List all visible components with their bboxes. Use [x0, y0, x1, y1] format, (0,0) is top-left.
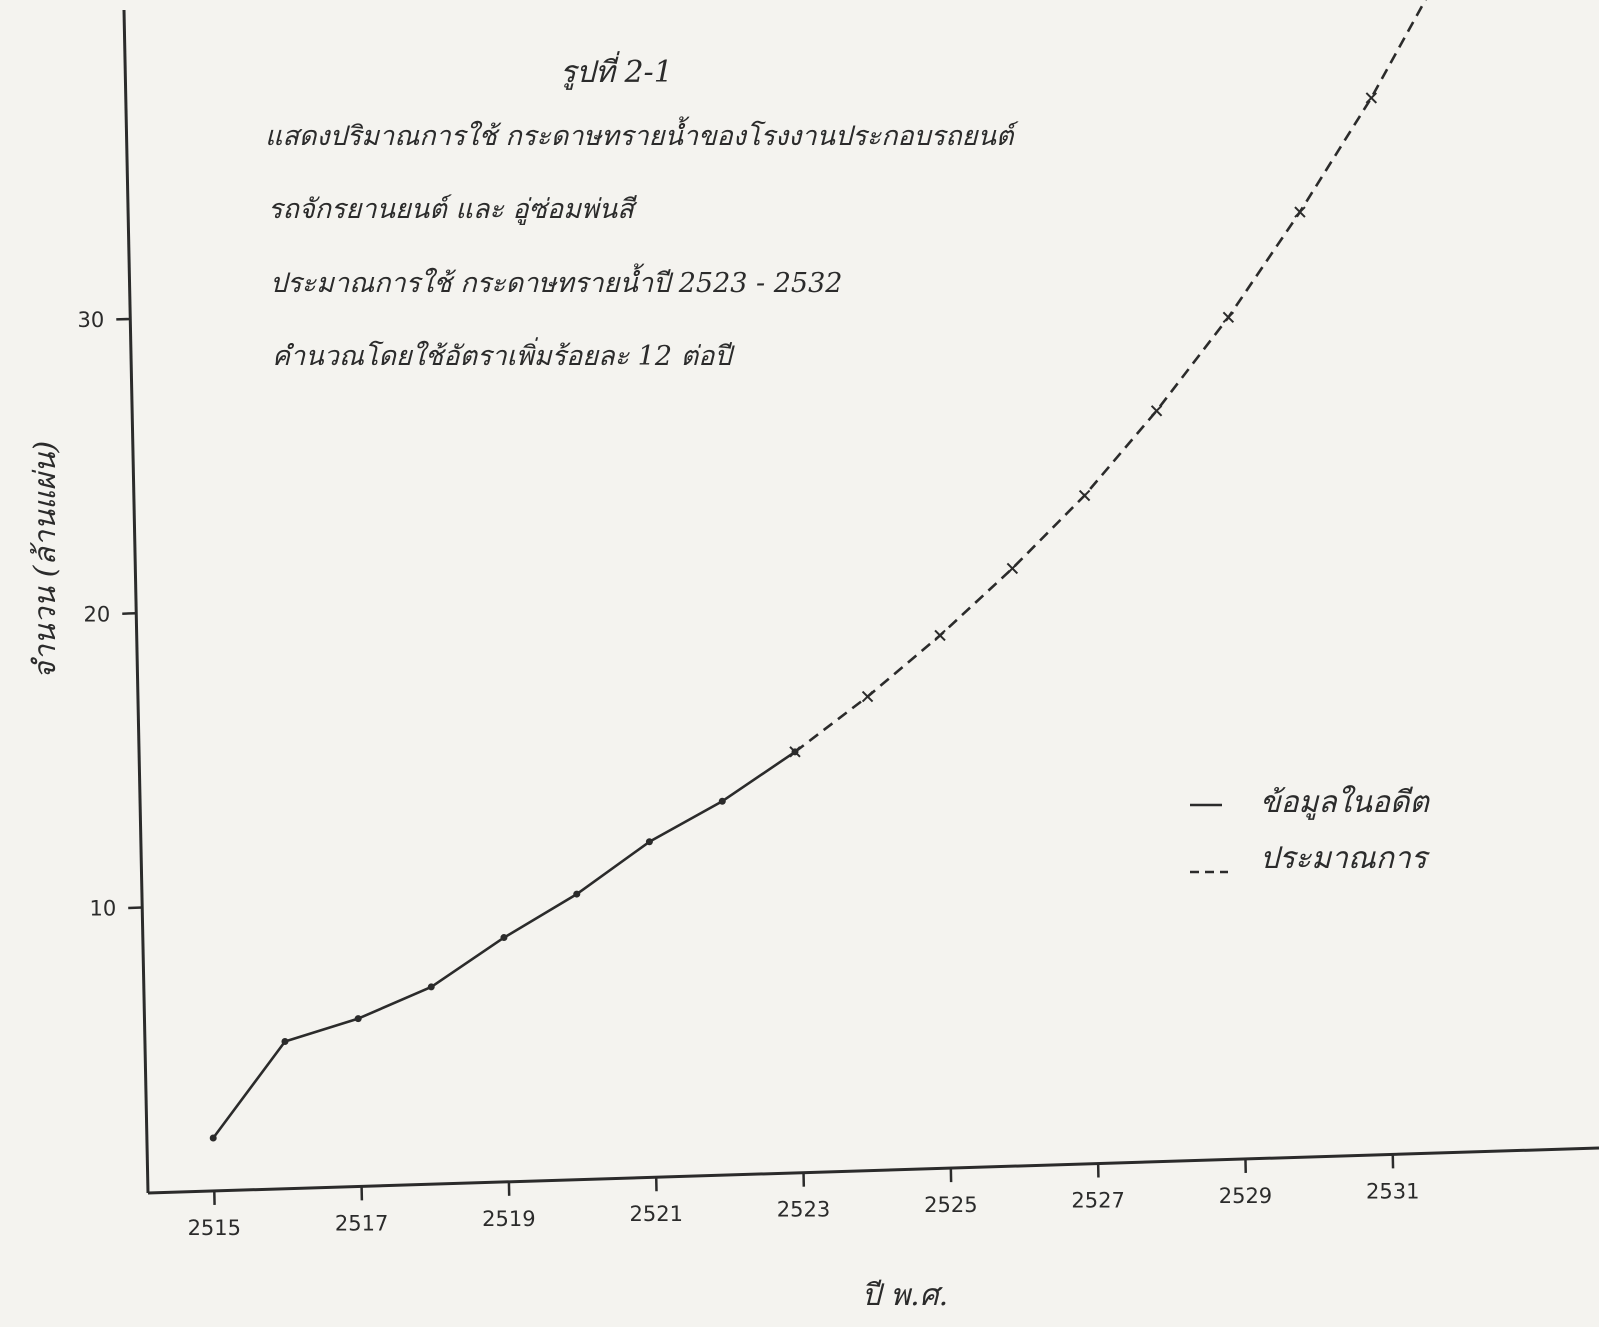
y-tick-label: 20: [84, 602, 111, 626]
data-point-forecast: [1223, 312, 1233, 322]
data-point-forecast: [935, 630, 945, 640]
x-ticks: 2515 2517 2519 2521 2523 2525 2527 2529 2531: [188, 1154, 1420, 1240]
series-line-2: [795, 0, 1442, 752]
x-tick-label: 2531: [1366, 1179, 1419, 1203]
x-axis-label: ปี พ.ศ.: [862, 1278, 948, 1313]
x-tick-label: 2517: [335, 1211, 388, 1235]
data-point-historical: [500, 934, 507, 941]
x-tick-label: 2527: [1071, 1189, 1124, 1213]
data-point-historical: [428, 983, 435, 990]
data-point-historical: [281, 1038, 288, 1045]
legend: ข้อมูลในอดีต ประมาณการ: [1190, 785, 1431, 876]
title-block: รูปที่ 2-1 แสดงปริมาณการใช้ กระดาษทรายน้…: [265, 51, 1019, 372]
data-point-forecast: [1007, 563, 1017, 573]
x-tick-label: 2521: [629, 1202, 682, 1226]
x-tick-label: 2515: [188, 1216, 241, 1240]
y-tick-label: 30: [78, 308, 105, 332]
data-point-historical: [573, 891, 580, 898]
data-point-forecast: [1295, 207, 1305, 217]
y-axis-label: จำนวน (ล้านแผ่น): [28, 441, 63, 679]
data-point-historical: [210, 1134, 217, 1141]
series-layer: [210, 0, 1448, 1141]
x-tick-label: 2529: [1219, 1184, 1272, 1208]
data-point-forecast: [1152, 406, 1162, 416]
data-point-forecast: [1080, 491, 1090, 501]
y-axis-line: [124, 10, 148, 1193]
y-axis-label-group: จำนวน (ล้านแผ่น): [28, 441, 63, 679]
x-tick-label: 2519: [482, 1207, 535, 1231]
data-point-historical: [355, 1015, 362, 1022]
data-point-historical: [646, 838, 653, 845]
data-point-forecast: [863, 692, 873, 702]
data-point-forecast: [1366, 93, 1376, 103]
figure-label: รูปที่ 2-1: [560, 51, 673, 90]
legend-label-historical: ข้อมูลในอดีต: [1260, 785, 1430, 820]
chart-title-line-1: แสดงปริมาณการใช้ กระดาษทรายน้ำของโรงงานป…: [265, 116, 1019, 152]
axes: [124, 10, 1599, 1193]
data-point-historical: [719, 798, 726, 805]
chart-title-line-4: คำนวณโดยใช้อัตราเพิ่มร้อยละ 12 ต่อปี: [272, 337, 735, 372]
x-tick-label: 2525: [924, 1193, 977, 1217]
legend-label-forecast: ประมาณการ: [1260, 841, 1431, 876]
series-line-1: [213, 752, 795, 1138]
chart-title-line-2: รถจักรยานยนต์ และ อู่ซ่อมพ่นสี: [268, 194, 638, 226]
chart-title-line-3: ประมาณการใช้ กระดาษทรายน้ำปี 2523 - 2532: [270, 263, 842, 299]
y-tick-label: 10: [89, 897, 116, 921]
x-tick-label: 2523: [777, 1198, 830, 1222]
